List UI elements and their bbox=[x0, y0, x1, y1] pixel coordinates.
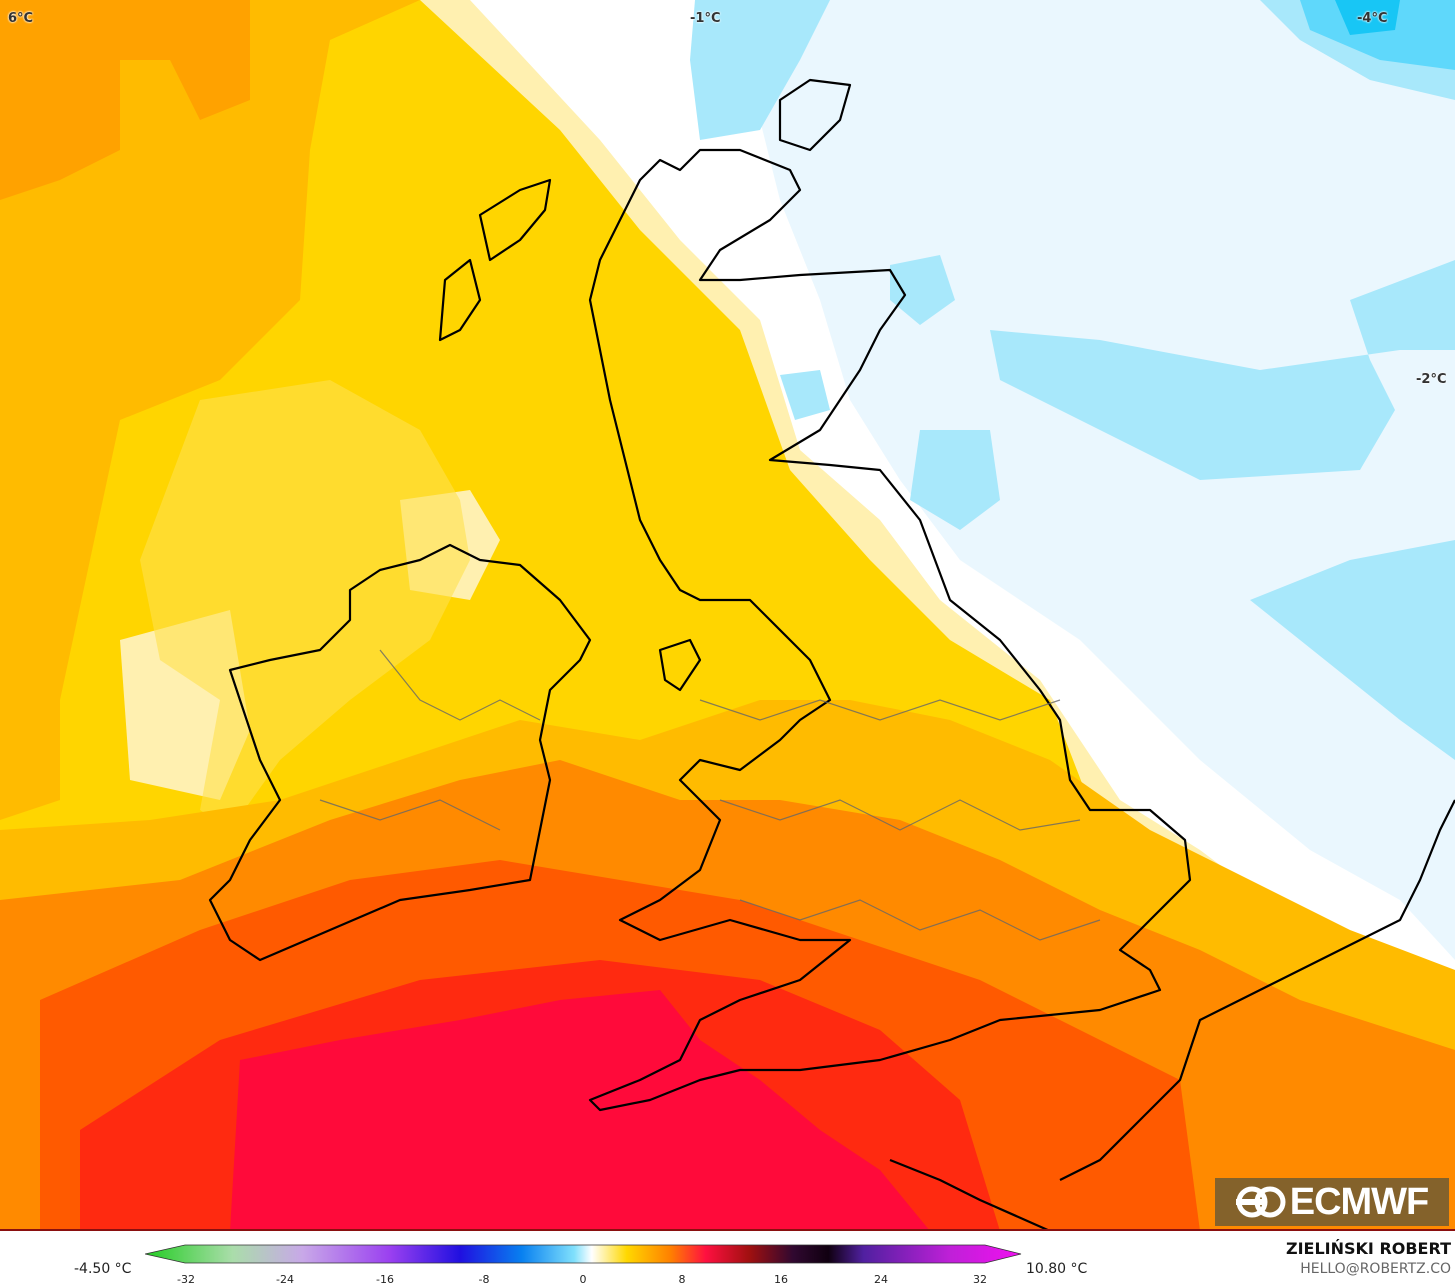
contour-label-minus1c: -1°C bbox=[690, 11, 721, 26]
tick-minus8: -8 bbox=[478, 1273, 490, 1286]
tick-minus32: -32 bbox=[177, 1273, 195, 1286]
tick-minus16: -16 bbox=[376, 1273, 394, 1286]
colorbar-legend: -4.50 °C - bbox=[0, 1233, 1455, 1287]
legend-max-label: 10.80 °C bbox=[1026, 1261, 1088, 1277]
tick-minus24: -24 bbox=[276, 1273, 294, 1286]
colorbar bbox=[145, 1244, 1022, 1264]
author-name: ZIELIŃSKI ROBERT bbox=[1285, 1239, 1451, 1258]
tick-0: 0 bbox=[579, 1273, 587, 1286]
temperature-field bbox=[0, 0, 1455, 1229]
tick-24: 24 bbox=[874, 1273, 888, 1286]
ecmwf-logo: ECMWF bbox=[1215, 1178, 1449, 1226]
contour-label-minus2c: -2°C bbox=[1416, 372, 1447, 387]
tick-32: 32 bbox=[973, 1273, 987, 1286]
contour-label-6c: 6°C bbox=[8, 11, 34, 26]
legend-min-label: -4.50 °C bbox=[74, 1261, 132, 1277]
temperature-map: 6°C -1°C -4°C -2°C ECMWF bbox=[0, 0, 1455, 1231]
ecmwf-logo-text: ECMWF bbox=[1289, 1180, 1430, 1223]
ecmwf-logo-icon bbox=[1235, 1186, 1286, 1218]
tick-16: 16 bbox=[774, 1273, 788, 1286]
tick-8: 8 bbox=[678, 1273, 686, 1286]
contour-label-minus4c: -4°C bbox=[1357, 11, 1388, 26]
author-email: HELLO@ROBERTZ.CO bbox=[1300, 1261, 1451, 1277]
